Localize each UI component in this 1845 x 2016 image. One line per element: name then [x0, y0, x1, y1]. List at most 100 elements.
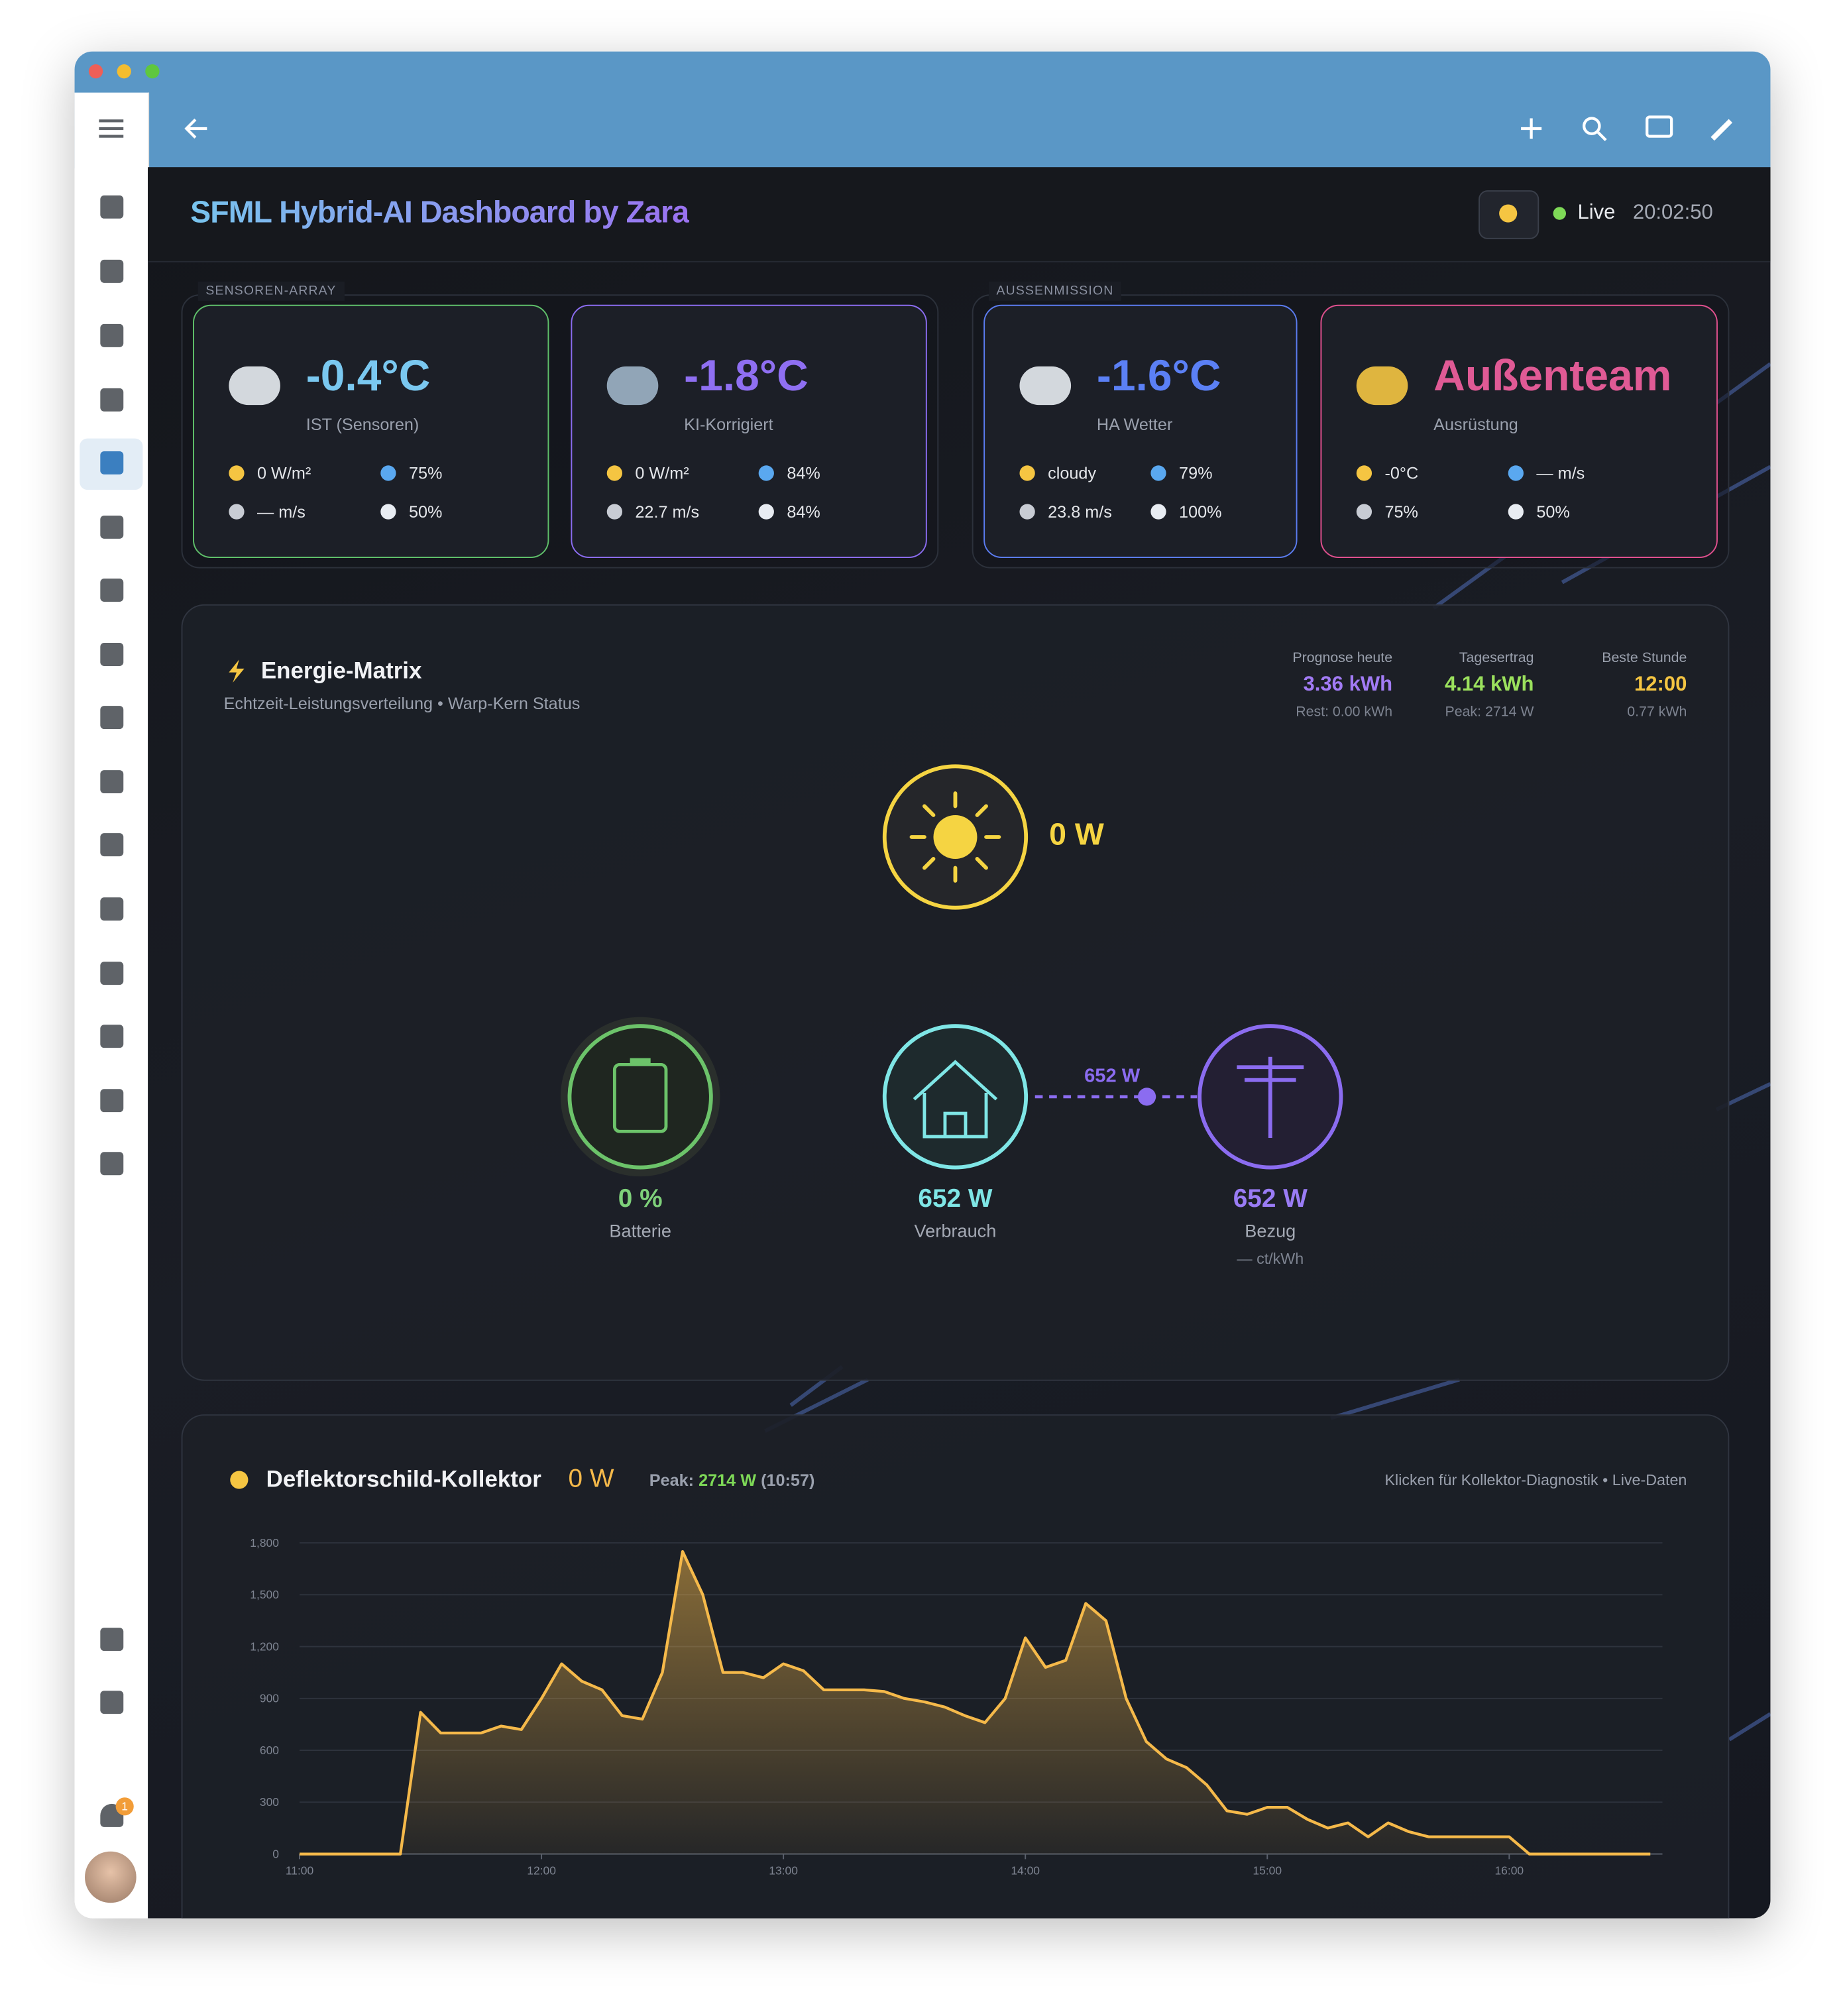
x-tick-label: 14:00 — [1011, 1864, 1040, 1877]
sidebar-icon[interactable] — [100, 1152, 124, 1176]
summary-label: Beste Stunde — [1602, 650, 1687, 666]
card — [983, 304, 1298, 558]
peak-info: Peak: 2714 W (10:57) — [649, 1470, 815, 1489]
x-tick-label: 13:00 — [769, 1864, 798, 1877]
summary-note: Peak: 2714 W — [1445, 704, 1534, 720]
house-node[interactable] — [882, 1024, 1029, 1170]
card-value: -1.6°C — [1096, 351, 1221, 401]
energy-flow — [560, 764, 1343, 1177]
x-tick-label: 16:00 — [1494, 1864, 1524, 1877]
sidebar-icon[interactable] — [100, 195, 124, 219]
stat-value: 100% — [1179, 502, 1222, 522]
sidebar-icon[interactable] — [100, 643, 124, 666]
battery-node[interactable] — [560, 1017, 720, 1177]
sidebar-icon[interactable] — [100, 770, 124, 794]
sidebar-icon[interactable] — [100, 962, 124, 985]
stat-icon — [1019, 504, 1035, 520]
sidebar-icon[interactable] — [100, 579, 124, 602]
x-tick-label: 12:00 — [527, 1864, 556, 1877]
stat-icon — [758, 465, 774, 481]
area-fill — [300, 1551, 1651, 1854]
sidebar-icon[interactable] — [100, 388, 124, 412]
card — [1320, 304, 1718, 558]
stat-value: — m/s — [1536, 463, 1585, 483]
flow-label: 652 W — [1084, 1065, 1141, 1088]
card-value: Außenteam — [1433, 351, 1672, 401]
card-label: HA Wetter — [1096, 414, 1173, 434]
solar-power: 0 W — [1049, 817, 1104, 853]
chart-hint: Klicken für Kollektor-Diagnostik • Live-… — [1384, 1471, 1687, 1489]
chart-title: Deflektorschild-Kollektor — [266, 1466, 541, 1492]
sidebar-icon[interactable] — [100, 1089, 124, 1113]
stat-value: 50% — [1536, 502, 1570, 522]
sidebar-icon[interactable] — [100, 1025, 124, 1048]
x-tick-label: 11:00 — [286, 1864, 314, 1877]
stat-value: 75% — [408, 463, 443, 483]
sidebar-icon[interactable] — [100, 515, 124, 539]
minimize-button[interactable] — [117, 64, 131, 79]
zoom-button[interactable] — [145, 64, 160, 79]
sidebar-icon[interactable] — [100, 833, 124, 857]
stat-value: 75% — [1384, 502, 1418, 522]
y-tick-label: 900 — [260, 1692, 279, 1705]
stat-icon — [229, 504, 245, 520]
clock: 20:02:50 — [1632, 201, 1713, 224]
avatar[interactable] — [85, 1851, 137, 1903]
sun-icon — [1499, 204, 1518, 223]
summary-value: 3.36 kWh — [1303, 673, 1393, 696]
close-button[interactable] — [88, 64, 103, 79]
notification-badge: 1 — [115, 1797, 134, 1816]
add-button[interactable] — [1521, 118, 1542, 139]
summary-note: Rest: 0.00 kWh — [1296, 704, 1393, 720]
live-indicator — [1553, 207, 1567, 220]
energy-panel — [181, 604, 1730, 1381]
y-tick-label: 1,500 — [250, 1588, 279, 1601]
y-tick-label: 1,200 — [250, 1640, 279, 1653]
x-tick-label: 15:00 — [1253, 1864, 1282, 1877]
peak-label: Peak: — [649, 1470, 695, 1490]
card — [571, 304, 927, 558]
sidebar-icon[interactable] — [100, 1628, 124, 1652]
solar-node[interactable] — [882, 764, 1029, 910]
stat-icon — [380, 504, 396, 520]
search-button[interactable] — [1583, 117, 1607, 141]
current-power: 0 W — [568, 1465, 614, 1494]
bolt-icon — [229, 659, 245, 683]
sidebar-icon[interactable] — [100, 323, 124, 347]
energy-subtitle: Echtzeit-Leistungsverteilung • Warp-Kern… — [223, 693, 581, 713]
sidebar-icon[interactable] — [100, 706, 124, 730]
stat-value: 22.7 m/s — [635, 502, 700, 522]
card-label: IST (Sensoren) — [306, 414, 419, 434]
card-icon — [606, 366, 659, 406]
stat-value: 0 W/m² — [257, 463, 311, 483]
sidebar-icon[interactable] — [100, 897, 124, 921]
stat-icon — [758, 504, 774, 520]
y-tick-label: 600 — [260, 1744, 279, 1757]
stat-icon — [606, 504, 622, 520]
stat-value: 84% — [787, 502, 820, 522]
stat-value: 23.8 m/s — [1048, 502, 1112, 522]
stat-icon — [1356, 465, 1372, 481]
card — [193, 304, 549, 558]
card-label: KI-Korrigiert — [684, 414, 773, 434]
stat-value: — m/s — [257, 502, 306, 522]
card-value: -1.8°C — [684, 351, 809, 401]
assist-button[interactable] — [1646, 115, 1673, 138]
summary-note: 0.77 kWh — [1627, 704, 1687, 720]
sidebar-icon[interactable] — [100, 259, 124, 283]
toolbar-icons — [99, 115, 1733, 141]
y-tick-label: 300 — [260, 1795, 279, 1809]
grid-node[interactable] — [1198, 1024, 1343, 1170]
back-button[interactable] — [184, 118, 207, 139]
edit-button[interactable] — [1710, 119, 1733, 141]
stat-icon — [1356, 504, 1372, 520]
sidebar-icon[interactable] — [100, 451, 124, 475]
energy-title: Energie-Matrix — [260, 657, 422, 684]
sidebar-icon[interactable] — [100, 1691, 124, 1714]
group-label: SENSOREN-ARRAY — [197, 281, 345, 301]
top-bar — [74, 51, 1771, 169]
card-label: Ausrüstung — [1433, 414, 1518, 434]
menu-button[interactable] — [99, 119, 124, 138]
house-value: 652 W — [918, 1184, 993, 1213]
peak-time: (10:57) — [761, 1470, 815, 1490]
